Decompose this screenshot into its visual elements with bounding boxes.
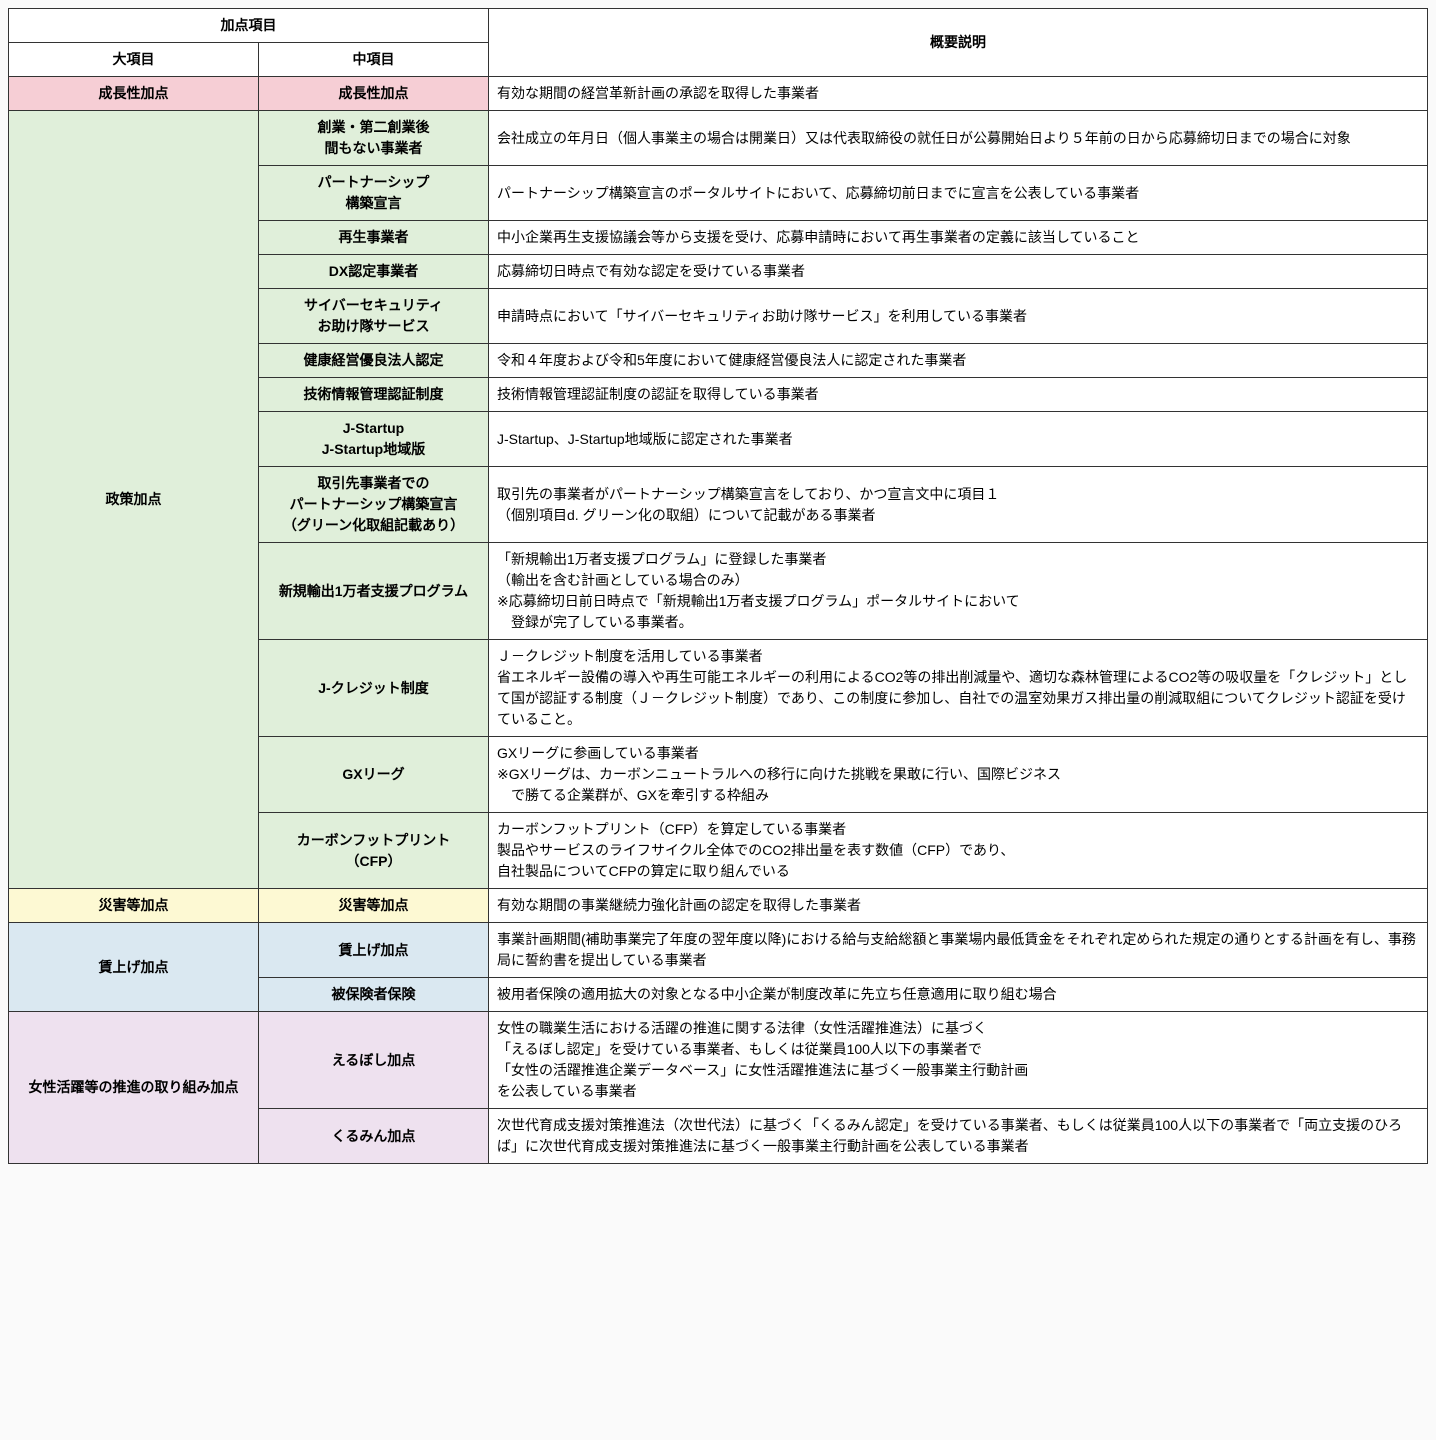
description-cell: 有効な期間の事業継続力強化計画の認定を取得した事業者 [489,889,1428,923]
subcategory-cell: 新規輸出1万者支援プログラム [259,543,489,640]
description-cell: 被用者保険の適用拡大の対象となる中小企業が制度改革に先立ち任意適用に取り組む場合 [489,978,1428,1012]
subcategory-cell: GXリーグ [259,737,489,813]
category-cell: 成長性加点 [9,77,259,111]
subcategory-cell: くるみん加点 [259,1109,489,1164]
scoring-criteria-table: 加点項目 概要説明 大項目 中項目 成長性加点成長性加点有効な期間の経営革新計画… [8,8,1428,1164]
description-cell: 会社成立の年月日（個人事業主の場合は開業日）又は代表取締役の就任日が公募開始日よ… [489,111,1428,166]
description-cell: 申請時点において「サイバーセキュリティお助け隊サービス」を利用している事業者 [489,289,1428,344]
category-cell: 政策加点 [9,111,259,889]
description-cell: 令和４年度および令和5年度において健康経営優良法人に認定された事業者 [489,344,1428,378]
header-description: 概要説明 [489,9,1428,77]
subcategory-cell: DX認定事業者 [259,255,489,289]
header-major: 大項目 [9,43,259,77]
subcategory-cell: 成長性加点 [259,77,489,111]
subcategory-cell: サイバーセキュリティお助け隊サービス [259,289,489,344]
subcategory-cell: えるぼし加点 [259,1012,489,1109]
table-row: 災害等加点災害等加点有効な期間の事業継続力強化計画の認定を取得した事業者 [9,889,1428,923]
description-cell: 「新規輸出1万者支援プログラム」に登録した事業者（輸出を含む計画としている場合の… [489,543,1428,640]
subcategory-cell: 健康経営優良法人認定 [259,344,489,378]
description-cell: 中小企業再生支援協議会等から支援を受け、応募申請時において再生事業者の定義に該当… [489,221,1428,255]
subcategory-cell: 技術情報管理認証制度 [259,378,489,412]
subcategory-cell: 賃上げ加点 [259,923,489,978]
subcategory-cell: 取引先事業者でのパートナーシップ構築宣言（グリーン化取組記載あり） [259,467,489,543]
category-cell: 女性活躍等の推進の取り組み加点 [9,1012,259,1164]
subcategory-cell: パートナーシップ構築宣言 [259,166,489,221]
header-scoring-items: 加点項目 [9,9,489,43]
category-cell: 賃上げ加点 [9,923,259,1012]
category-cell: 災害等加点 [9,889,259,923]
description-cell: 取引先の事業者がパートナーシップ構築宣言をしており、かつ宣言文中に項目１（個別項… [489,467,1428,543]
description-cell: 事業計画期間(補助事業完了年度の翌年度以降)における給与支給総額と事業場内最低賃… [489,923,1428,978]
table-row: 女性活躍等の推進の取り組み加点えるぼし加点女性の職業生活における活躍の推進に関す… [9,1012,1428,1109]
table-row: 賃上げ加点賃上げ加点事業計画期間(補助事業完了年度の翌年度以降)における給与支給… [9,923,1428,978]
table-row: 政策加点創業・第二創業後間もない事業者会社成立の年月日（個人事業主の場合は開業日… [9,111,1428,166]
table-body: 成長性加点成長性加点有効な期間の経営革新計画の承認を取得した事業者政策加点創業・… [9,77,1428,1164]
description-cell: Ｊ－クレジット制度を活用している事業者省エネルギー設備の導入や再生可能エネルギー… [489,640,1428,737]
header-middle: 中項目 [259,43,489,77]
description-cell: 女性の職業生活における活躍の推進に関する法律（女性活躍推進法）に基づく「えるぼし… [489,1012,1428,1109]
description-cell: 技術情報管理認証制度の認証を取得している事業者 [489,378,1428,412]
description-cell: 有効な期間の経営革新計画の承認を取得した事業者 [489,77,1428,111]
table-row: 成長性加点成長性加点有効な期間の経営革新計画の承認を取得した事業者 [9,77,1428,111]
subcategory-cell: 創業・第二創業後間もない事業者 [259,111,489,166]
subcategory-cell: J-StartupJ-Startup地域版 [259,412,489,467]
description-cell: 応募締切日時点で有効な認定を受けている事業者 [489,255,1428,289]
subcategory-cell: 災害等加点 [259,889,489,923]
description-cell: J-Startup、J-Startup地域版に認定された事業者 [489,412,1428,467]
description-cell: カーボンフットプリント（CFP）を算定している事業者製品やサービスのライフサイク… [489,813,1428,889]
description-cell: 次世代育成支援対策推進法（次世代法）に基づく「くるみん認定」を受けている事業者、… [489,1109,1428,1164]
description-cell: パートナーシップ構築宣言のポータルサイトにおいて、応募締切前日までに宣言を公表し… [489,166,1428,221]
description-cell: GXリーグに参画している事業者※GXリーグは、カーボンニュートラルへの移行に向け… [489,737,1428,813]
subcategory-cell: 被保険者保険 [259,978,489,1012]
subcategory-cell: 再生事業者 [259,221,489,255]
subcategory-cell: J-クレジット制度 [259,640,489,737]
subcategory-cell: カーボンフットプリント（CFP） [259,813,489,889]
